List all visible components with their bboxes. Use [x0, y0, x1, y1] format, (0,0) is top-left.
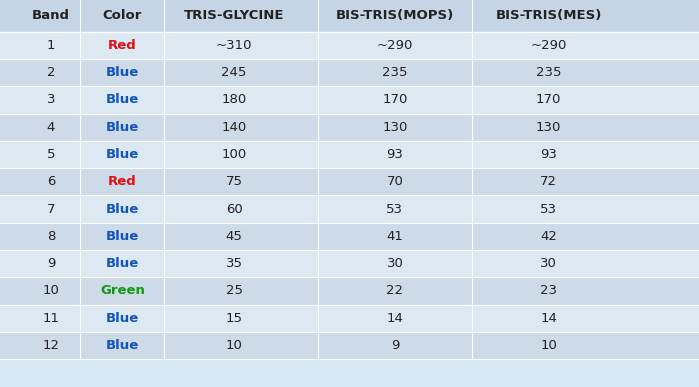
Text: 1: 1 [47, 39, 55, 52]
FancyBboxPatch shape [0, 0, 699, 32]
Text: Blue: Blue [106, 93, 139, 106]
Text: 4: 4 [47, 121, 55, 134]
Text: 30: 30 [540, 257, 557, 270]
Text: 93: 93 [540, 148, 557, 161]
Text: ~290: ~290 [377, 39, 413, 52]
Text: 140: 140 [222, 121, 247, 134]
FancyBboxPatch shape [0, 223, 699, 250]
FancyBboxPatch shape [0, 113, 699, 141]
FancyBboxPatch shape [0, 141, 699, 168]
Text: 6: 6 [47, 175, 55, 188]
Text: 14: 14 [387, 312, 403, 325]
Text: 170: 170 [536, 93, 561, 106]
FancyBboxPatch shape [0, 59, 699, 86]
Text: 5: 5 [47, 148, 55, 161]
Text: 15: 15 [226, 312, 243, 325]
Text: 3: 3 [47, 93, 55, 106]
Text: 72: 72 [540, 175, 557, 188]
Text: ~310: ~310 [216, 39, 252, 52]
FancyBboxPatch shape [0, 168, 699, 195]
Text: 53: 53 [387, 202, 403, 216]
Text: 14: 14 [540, 312, 557, 325]
Text: 100: 100 [222, 148, 247, 161]
Text: Blue: Blue [106, 230, 139, 243]
Text: 30: 30 [387, 257, 403, 270]
Text: TRIS-GLYCINE: TRIS-GLYCINE [184, 9, 284, 22]
Text: 130: 130 [536, 121, 561, 134]
Text: 42: 42 [540, 230, 557, 243]
Text: 12: 12 [43, 339, 59, 352]
Text: 7: 7 [47, 202, 55, 216]
Text: Red: Red [108, 175, 137, 188]
Text: Blue: Blue [106, 148, 139, 161]
Text: Blue: Blue [106, 66, 139, 79]
Text: 41: 41 [387, 230, 403, 243]
Text: 9: 9 [47, 257, 55, 270]
FancyBboxPatch shape [0, 195, 699, 223]
Text: 2: 2 [47, 66, 55, 79]
Text: BIS-TRIS(MES): BIS-TRIS(MES) [496, 9, 602, 22]
Text: 22: 22 [387, 284, 403, 298]
Text: 25: 25 [226, 284, 243, 298]
Text: ~290: ~290 [531, 39, 567, 52]
Text: Red: Red [108, 39, 137, 52]
Text: Blue: Blue [106, 202, 139, 216]
Text: 180: 180 [222, 93, 247, 106]
FancyBboxPatch shape [0, 86, 699, 114]
Text: 10: 10 [43, 284, 59, 298]
Text: 45: 45 [226, 230, 243, 243]
Text: 10: 10 [226, 339, 243, 352]
Text: 70: 70 [387, 175, 403, 188]
Text: 8: 8 [47, 230, 55, 243]
Text: Blue: Blue [106, 257, 139, 270]
Text: 35: 35 [226, 257, 243, 270]
Text: Green: Green [100, 284, 145, 298]
Text: Blue: Blue [106, 121, 139, 134]
Text: 23: 23 [540, 284, 557, 298]
Text: 9: 9 [391, 339, 399, 352]
Text: 245: 245 [222, 66, 247, 79]
Text: 53: 53 [540, 202, 557, 216]
Text: 130: 130 [382, 121, 408, 134]
Text: BIS-TRIS(MOPS): BIS-TRIS(MOPS) [336, 9, 454, 22]
Text: Band: Band [32, 9, 70, 22]
FancyBboxPatch shape [0, 332, 699, 359]
Text: Blue: Blue [106, 312, 139, 325]
Text: 60: 60 [226, 202, 243, 216]
Text: 10: 10 [540, 339, 557, 352]
Text: 93: 93 [387, 148, 403, 161]
Text: 235: 235 [536, 66, 561, 79]
FancyBboxPatch shape [0, 277, 699, 305]
Text: Blue: Blue [106, 339, 139, 352]
Text: Color: Color [103, 9, 142, 22]
Text: 235: 235 [382, 66, 408, 79]
Text: 75: 75 [226, 175, 243, 188]
Text: 170: 170 [382, 93, 408, 106]
FancyBboxPatch shape [0, 305, 699, 332]
FancyBboxPatch shape [0, 32, 699, 59]
FancyBboxPatch shape [0, 250, 699, 277]
Text: 11: 11 [43, 312, 59, 325]
